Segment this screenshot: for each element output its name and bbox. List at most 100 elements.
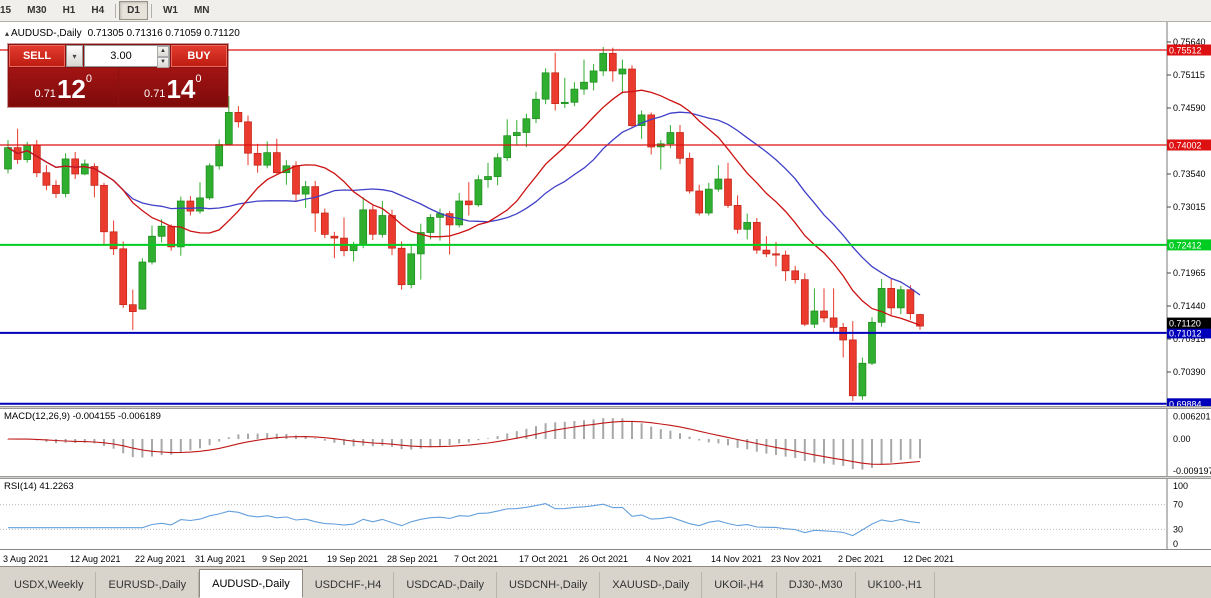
chart-window-icon: ▴ bbox=[5, 29, 10, 38]
sell-price-display[interactable]: 0.71 12 0 bbox=[9, 68, 118, 106]
panel-separator[interactable] bbox=[0, 476, 1211, 479]
svg-text:0.71965: 0.71965 bbox=[1173, 268, 1206, 278]
chart-tabs-bar: USDX,Weekly EURUSD-,Daily AUDUSD-,Daily USD… bbox=[0, 566, 1211, 598]
panel-separator[interactable] bbox=[0, 406, 1211, 409]
chart-tab-eurusd-daily[interactable]: EURUSD-,Daily bbox=[96, 572, 200, 598]
svg-text:0: 0 bbox=[1173, 539, 1178, 549]
date-label: 19 Sep 2021 bbox=[327, 554, 379, 564]
date-label: 26 Oct 2021 bbox=[579, 554, 629, 564]
horizontal-level-lines[interactable] bbox=[0, 49, 1167, 405]
svg-text:0.70915: 0.70915 bbox=[1173, 334, 1206, 344]
candlesticks bbox=[4, 47, 924, 401]
date-label: 17 Oct 2021 bbox=[519, 554, 569, 564]
date-label: 23 Nov 2021 bbox=[771, 554, 823, 564]
date-label: 4 Nov 2021 bbox=[646, 554, 693, 564]
date-label: 12 Dec 2021 bbox=[903, 554, 955, 564]
macd-histogram bbox=[7, 418, 921, 470]
date-label: 12 Aug 2021 bbox=[70, 554, 121, 564]
svg-text:0.75115: 0.75115 bbox=[1173, 70, 1205, 80]
toolbar-separator bbox=[150, 3, 152, 18]
timeframe-toolbar: 15 M30 H1 H4 D1 W1 MN bbox=[0, 0, 1211, 22]
chart-tab-ukoil-h4[interactable]: UKOil-,H4 bbox=[702, 572, 777, 598]
date-label: 2 Dec 2021 bbox=[838, 554, 885, 564]
macd-axis-labels: 0.006201 0.00 -0.009197 bbox=[1173, 412, 1211, 476]
chart-tab-usdcad-daily[interactable]: USDCAD-,Daily bbox=[394, 572, 497, 598]
macd-panel-canvas[interactable]: 0.006201 0.00 -0.009197 bbox=[0, 409, 1211, 476]
svg-text:0.75640: 0.75640 bbox=[1173, 37, 1206, 47]
rsi-label: RSI(14) 41.2263 bbox=[4, 481, 74, 492]
volume-field-wrap: ▲ ▼ bbox=[84, 45, 170, 68]
svg-text:0.74002: 0.74002 bbox=[1169, 141, 1202, 151]
toolbar-separator bbox=[115, 3, 117, 18]
date-label: 7 Oct 2021 bbox=[454, 554, 499, 564]
svg-text:0.69884: 0.69884 bbox=[1169, 399, 1202, 406]
sell-button[interactable]: SELL bbox=[9, 45, 65, 67]
svg-text:0.00: 0.00 bbox=[1173, 434, 1191, 444]
svg-text:100: 100 bbox=[1173, 481, 1188, 491]
macd-label: MACD(12,26,9) -0.004155 -0.006189 bbox=[4, 411, 161, 422]
svg-text:0.73015: 0.73015 bbox=[1173, 202, 1206, 212]
buy-price-display[interactable]: 0.71 14 0 bbox=[118, 68, 227, 106]
rsi-level-lines bbox=[0, 504, 1167, 530]
timeframe-button-h1[interactable]: H1 bbox=[62, 5, 76, 16]
sell-price-prefix: 0.71 bbox=[34, 88, 56, 100]
svg-text:0.71120: 0.71120 bbox=[1169, 319, 1201, 329]
volume-input[interactable] bbox=[85, 46, 169, 66]
rsi-line bbox=[8, 503, 921, 537]
chart-tab-usdchf-h4[interactable]: USDCHF-,H4 bbox=[303, 572, 395, 598]
sell-price-pipette: 0 bbox=[85, 73, 92, 85]
buy-price-prefix: 0.71 bbox=[144, 88, 166, 100]
svg-text:0.71440: 0.71440 bbox=[1173, 301, 1206, 311]
timeframe-button-w1[interactable]: W1 bbox=[162, 5, 178, 16]
chart-tab-usdx-weekly[interactable]: USDX,Weekly bbox=[2, 572, 97, 598]
price-axis-labels: 0.75640 0.75115 0.74590 0.73540 0.73015 0.719… bbox=[1167, 37, 1206, 377]
date-label: 3 Aug 2021 bbox=[3, 554, 49, 564]
svg-text:0.70390: 0.70390 bbox=[1173, 367, 1206, 377]
volume-increase-button[interactable]: ▲ bbox=[157, 46, 169, 57]
sell-price-pips: 12 bbox=[56, 74, 86, 104]
svg-text:0.74590: 0.74590 bbox=[1173, 103, 1206, 113]
rsi-panel-canvas[interactable]: 100 70 30 0 bbox=[0, 479, 1211, 549]
date-axis: 3 Aug 2021 12 Aug 2021 22 Aug 2021 31 Aug 2… bbox=[0, 549, 1211, 566]
volume-stepper: ▲ ▼ bbox=[157, 46, 169, 68]
current-price-tag: 0.71120 bbox=[1167, 317, 1211, 329]
volume-decrease-button[interactable]: ▼ bbox=[157, 57, 169, 68]
svg-text:-0.009197: -0.009197 bbox=[1173, 466, 1211, 476]
date-label: 28 Sep 2021 bbox=[387, 554, 439, 564]
svg-text:0.72412: 0.72412 bbox=[1169, 240, 1202, 250]
chart-title: AUDUSD-,Daily bbox=[11, 28, 82, 39]
svg-text:0.73540: 0.73540 bbox=[1173, 169, 1206, 179]
chart-tab-dj30-m30[interactable]: DJ30-,M30 bbox=[777, 572, 856, 598]
chevron-down-icon: ▾ bbox=[72, 51, 77, 61]
timeframe-button-mn[interactable]: MN bbox=[193, 5, 210, 16]
buy-price-pips: 14 bbox=[166, 74, 196, 104]
buy-price-pipette: 0 bbox=[195, 73, 202, 85]
price-chart-canvas[interactable]: 0.75640 0.75115 0.74590 0.73540 0.73015 0.719… bbox=[0, 22, 1211, 406]
date-label: 14 Nov 2021 bbox=[711, 554, 763, 564]
chart-ohlc-header: ▴ AUDUSD-,Daily 0.71305 0.71316 0.71059 0.… bbox=[5, 28, 240, 39]
chart-ohlc-values: 0.71305 0.71316 0.71059 0.71120 bbox=[87, 28, 240, 39]
svg-text:0.71012: 0.71012 bbox=[1169, 328, 1202, 338]
ma-fast-line bbox=[7, 89, 921, 326]
timeframe-button-15[interactable]: 15 bbox=[0, 5, 12, 16]
volume-preset-dropdown[interactable]: ▾ bbox=[66, 45, 83, 67]
chart-tab-audusd-daily[interactable]: AUDUSD-,Daily bbox=[199, 569, 303, 598]
buy-button[interactable]: BUY bbox=[171, 45, 227, 67]
svg-text:70: 70 bbox=[1173, 500, 1183, 510]
chart-tab-xauusd-daily[interactable]: XAUUSD-,Daily bbox=[600, 572, 703, 598]
date-label: 31 Aug 2021 bbox=[195, 554, 246, 564]
svg-text:0.75512: 0.75512 bbox=[1169, 46, 1202, 56]
timeframe-button-m30[interactable]: M30 bbox=[27, 5, 47, 16]
date-label: 9 Sep 2021 bbox=[262, 554, 309, 564]
date-label: 22 Aug 2021 bbox=[135, 554, 186, 564]
chart-area: 0.75640 0.75115 0.74590 0.73540 0.73015 0.719… bbox=[0, 22, 1211, 566]
timeframe-button-d1[interactable]: D1 bbox=[119, 1, 148, 20]
chart-tab-uk100-h1[interactable]: UK100-,H1 bbox=[856, 572, 935, 598]
rsi-axis-labels: 100 70 30 0 bbox=[1173, 481, 1188, 549]
level-price-tags: 0.75512 0.74002 0.72412 0.71012 0.69884 bbox=[1167, 44, 1211, 406]
chart-tab-usdcnh-daily[interactable]: USDCNH-,Daily bbox=[497, 572, 601, 598]
svg-text:0.006201: 0.006201 bbox=[1173, 412, 1211, 422]
timeframe-button-h4[interactable]: H4 bbox=[91, 5, 105, 16]
